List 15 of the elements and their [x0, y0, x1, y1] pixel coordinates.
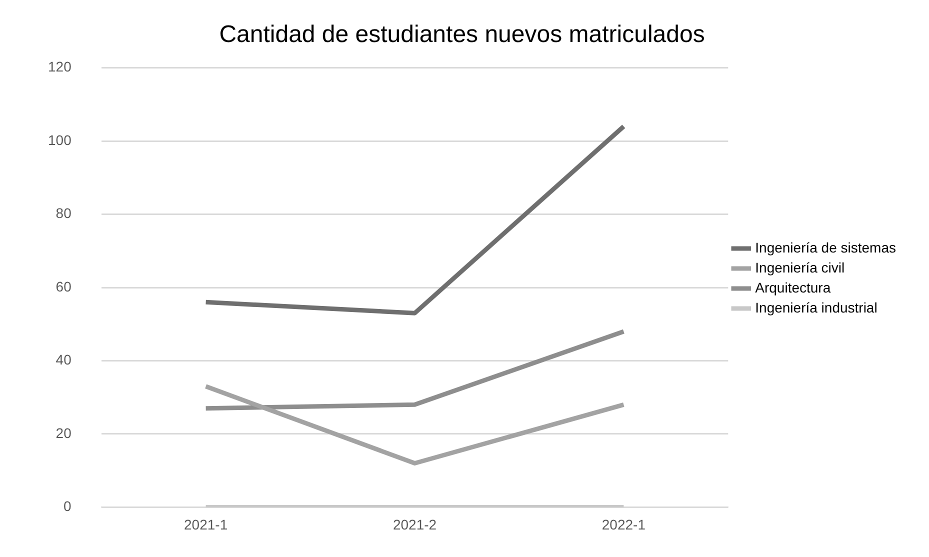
- y-tick-label: 80: [56, 205, 72, 222]
- y-tick-label: 20: [56, 424, 72, 441]
- legend-label: Ingeniería de sistemas: [755, 239, 896, 256]
- x-tick-label: 2021-2: [392, 516, 437, 532]
- y-tick-label: 0: [64, 498, 72, 514]
- legend-label: Ingeniería industrial: [755, 299, 878, 316]
- y-tick-label: 100: [48, 132, 72, 148]
- x-tick-label: 2022-1: [602, 516, 646, 532]
- legend-label: Arquitectura: [755, 279, 831, 296]
- y-tick-label: 120: [48, 58, 72, 75]
- y-tick-label: 60: [56, 278, 72, 294]
- legend-label: Ingeniería civil: [755, 259, 845, 276]
- chart-title: Cantidad de estudiantes nuevos matriculados: [219, 21, 705, 48]
- x-tick-label: 2021-1: [184, 516, 228, 532]
- y-tick-label: 40: [56, 352, 72, 368]
